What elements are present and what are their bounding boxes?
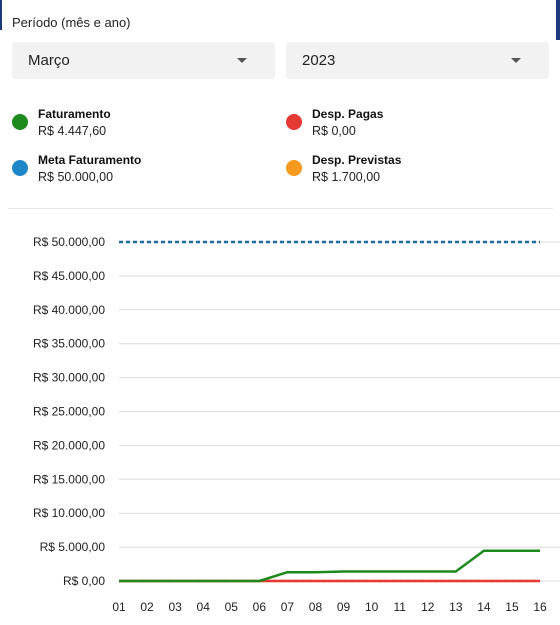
x-tick-label: 16 xyxy=(533,600,547,614)
year-select[interactable]: 2023 xyxy=(286,42,549,79)
y-tick-label: R$ 50.000,00 xyxy=(33,235,105,249)
legend-amount: R$ 0,00 xyxy=(312,124,356,138)
legend-dot-icon xyxy=(286,114,302,130)
series-line xyxy=(119,549,540,583)
y-tick-label: R$ 40.000,00 xyxy=(33,303,105,317)
legend-name: Desp. Previstas xyxy=(312,153,402,167)
x-tick-label: 02 xyxy=(140,600,154,614)
x-tick-label: 10 xyxy=(365,600,379,614)
legend-name: Desp. Pagas xyxy=(312,107,384,121)
x-tick-label: 11 xyxy=(393,600,406,614)
x-tick-label: 13 xyxy=(449,600,463,614)
y-tick-label: R$ 15.000,00 xyxy=(33,472,105,486)
legend-name: Meta Faturamento xyxy=(38,153,142,167)
y-tick-label: R$ 45.000,00 xyxy=(33,269,105,283)
x-tick-label: 12 xyxy=(421,600,435,614)
window-frame-right xyxy=(556,0,560,40)
divider xyxy=(8,208,553,209)
year-select-value: 2023 xyxy=(302,52,336,69)
x-tick-label: 05 xyxy=(225,600,239,614)
legend-dot-icon xyxy=(12,160,28,176)
period-label: Período (mês e ano) xyxy=(12,15,131,30)
legend-name: Faturamento xyxy=(38,107,111,121)
month-select-value: Março xyxy=(28,52,70,69)
legend-amount: R$ 50.000,00 xyxy=(38,170,114,184)
chevron-down-icon xyxy=(237,58,247,63)
y-tick-label: R$ 0,00 xyxy=(63,574,105,588)
legend-dot-icon xyxy=(286,160,302,176)
x-tick-label: 07 xyxy=(281,600,295,614)
y-tick-label: R$ 30.000,00 xyxy=(33,371,105,385)
x-tick-label: 01 xyxy=(112,600,126,614)
y-tick-label: R$ 5.000,00 xyxy=(40,540,106,554)
line-chart: R$ 0,00 R$ 5.000,00 R$ 10.000,00 R$ 15.000,… xyxy=(33,235,560,614)
y-tick-label: R$ 20.000,00 xyxy=(33,438,105,452)
window-frame-left xyxy=(0,0,2,30)
y-tick-label: R$ 35.000,00 xyxy=(33,337,105,351)
x-tick-label: 03 xyxy=(168,600,182,614)
chevron-down-icon xyxy=(511,58,521,63)
legend-amount: R$ 4.447,60 xyxy=(38,124,107,138)
legend-amount: R$ 1.700,00 xyxy=(312,170,381,184)
month-select[interactable]: Março xyxy=(12,42,275,79)
x-tick-label: 06 xyxy=(253,600,267,614)
legend-dot-icon xyxy=(12,114,28,130)
x-tick-label: 15 xyxy=(505,600,519,614)
x-tick-label: 09 xyxy=(337,600,351,614)
y-tick-label: R$ 25.000,00 xyxy=(33,405,105,419)
x-tick-label: 04 xyxy=(197,600,211,614)
y-tick-label: R$ 10.000,00 xyxy=(33,506,105,520)
x-tick-label: 14 xyxy=(477,600,491,614)
x-tick-label: 08 xyxy=(309,600,323,614)
